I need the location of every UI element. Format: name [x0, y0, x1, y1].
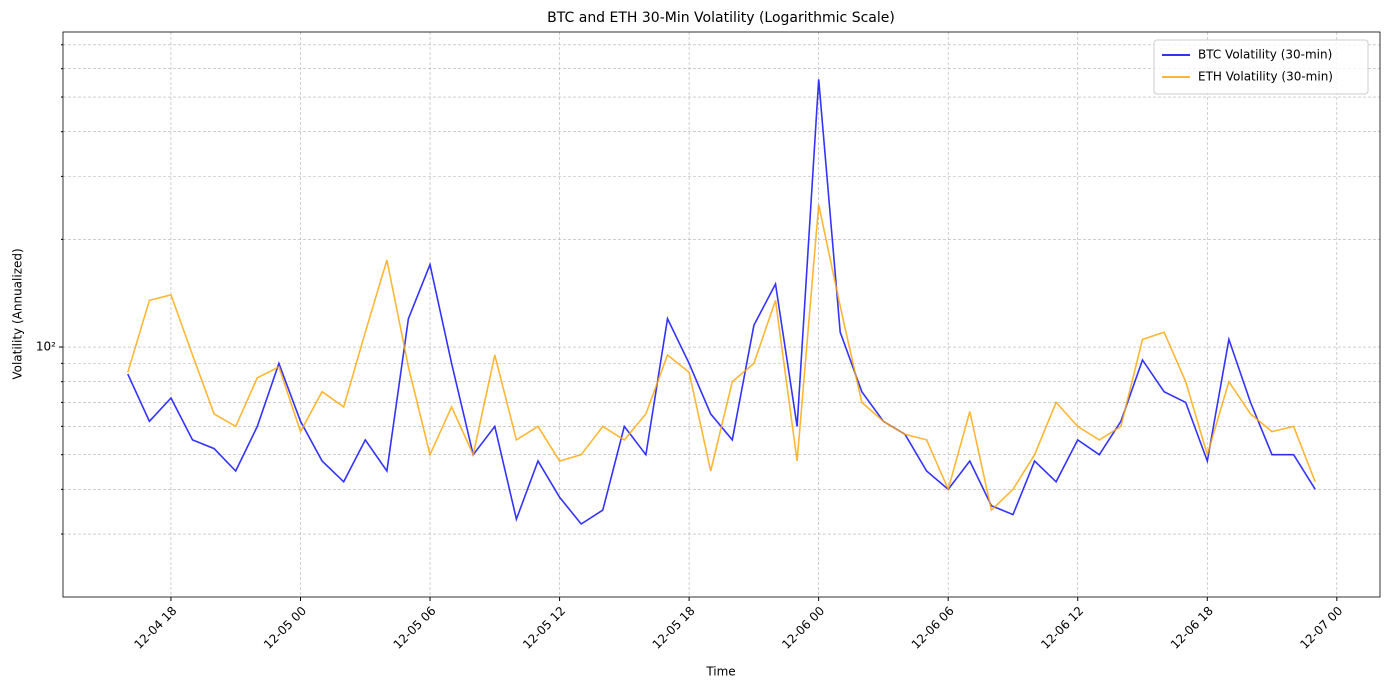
- x-tick-label: 12-06 00: [779, 604, 827, 652]
- legend: BTC Volatility (30-min) ETH Volatility (3…: [1153, 39, 1369, 95]
- x-tick-label: 12-07 00: [1297, 604, 1345, 652]
- chart-title: BTC and ETH 30-Min Volatility (Logarithm…: [547, 10, 895, 26]
- y-axis-label: Volatility (Annualized): [11, 248, 25, 379]
- x-tick-label: 12-05 18: [650, 604, 698, 652]
- legend-label: ETH Volatility (30-min): [1198, 70, 1333, 84]
- x-axis-label: Time: [705, 665, 735, 679]
- x-tick-label: 12-06 06: [909, 604, 957, 652]
- x-tick-label: 12-05 06: [391, 604, 439, 652]
- plot-frame: [62, 31, 1381, 598]
- x-tick-label: 12-06 18: [1168, 604, 1216, 652]
- x-tick-label: 12-04 18: [131, 604, 179, 652]
- x-tick-label: 12-06 12: [1038, 604, 1086, 652]
- legend-box: [1153, 39, 1369, 95]
- series-line: [127, 204, 1316, 512]
- x-tick-label: 12-05 12: [520, 604, 568, 652]
- x-tick-label: 12-05 00: [261, 604, 309, 652]
- series-line: [127, 79, 1316, 526]
- legend-label: BTC Volatility (30-min): [1198, 48, 1332, 62]
- y-tick-label: 10²: [36, 340, 56, 354]
